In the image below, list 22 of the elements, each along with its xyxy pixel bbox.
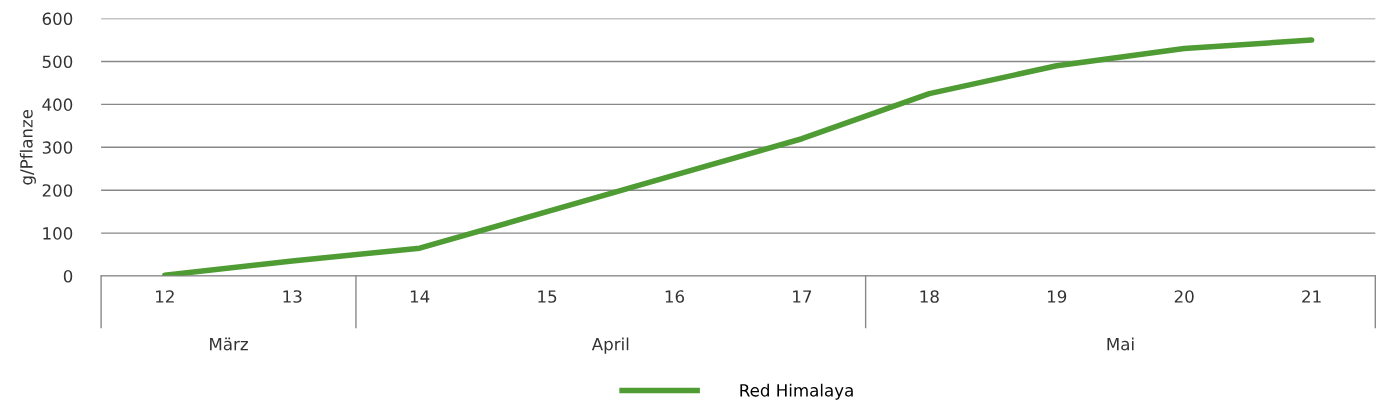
x-tick-label: 21 [1302,290,1321,303]
text: März [210,337,248,351]
y-tick-label: 400 [42,98,73,111]
y-tick-label: 300 [42,141,73,154]
y-tick-label: 600 [42,12,73,26]
x-tick-label: 14 [410,290,430,303]
x-tick-label: 15 [538,290,557,303]
text: Red Himalaya [740,383,853,400]
x-tick-label: 19 [1047,290,1067,303]
text: Mai [1107,337,1134,351]
x-tick-label: 18 [920,290,939,303]
x-tick-label: 20 [1174,290,1194,303]
y-axis-title: g/Pflanze [19,109,36,185]
x-tick-label: 17 [793,290,812,303]
x-tick-label: 13 [283,290,302,303]
y-tick-label: 100 [43,227,73,240]
x-tick-label: 12 [156,290,174,303]
y-tick-label: 200 [42,184,73,197]
y-tick-label: 0 [63,270,73,283]
y-tick-label: 500 [42,55,73,69]
text: April [591,337,629,354]
x-tick-label: 16 [665,290,685,303]
